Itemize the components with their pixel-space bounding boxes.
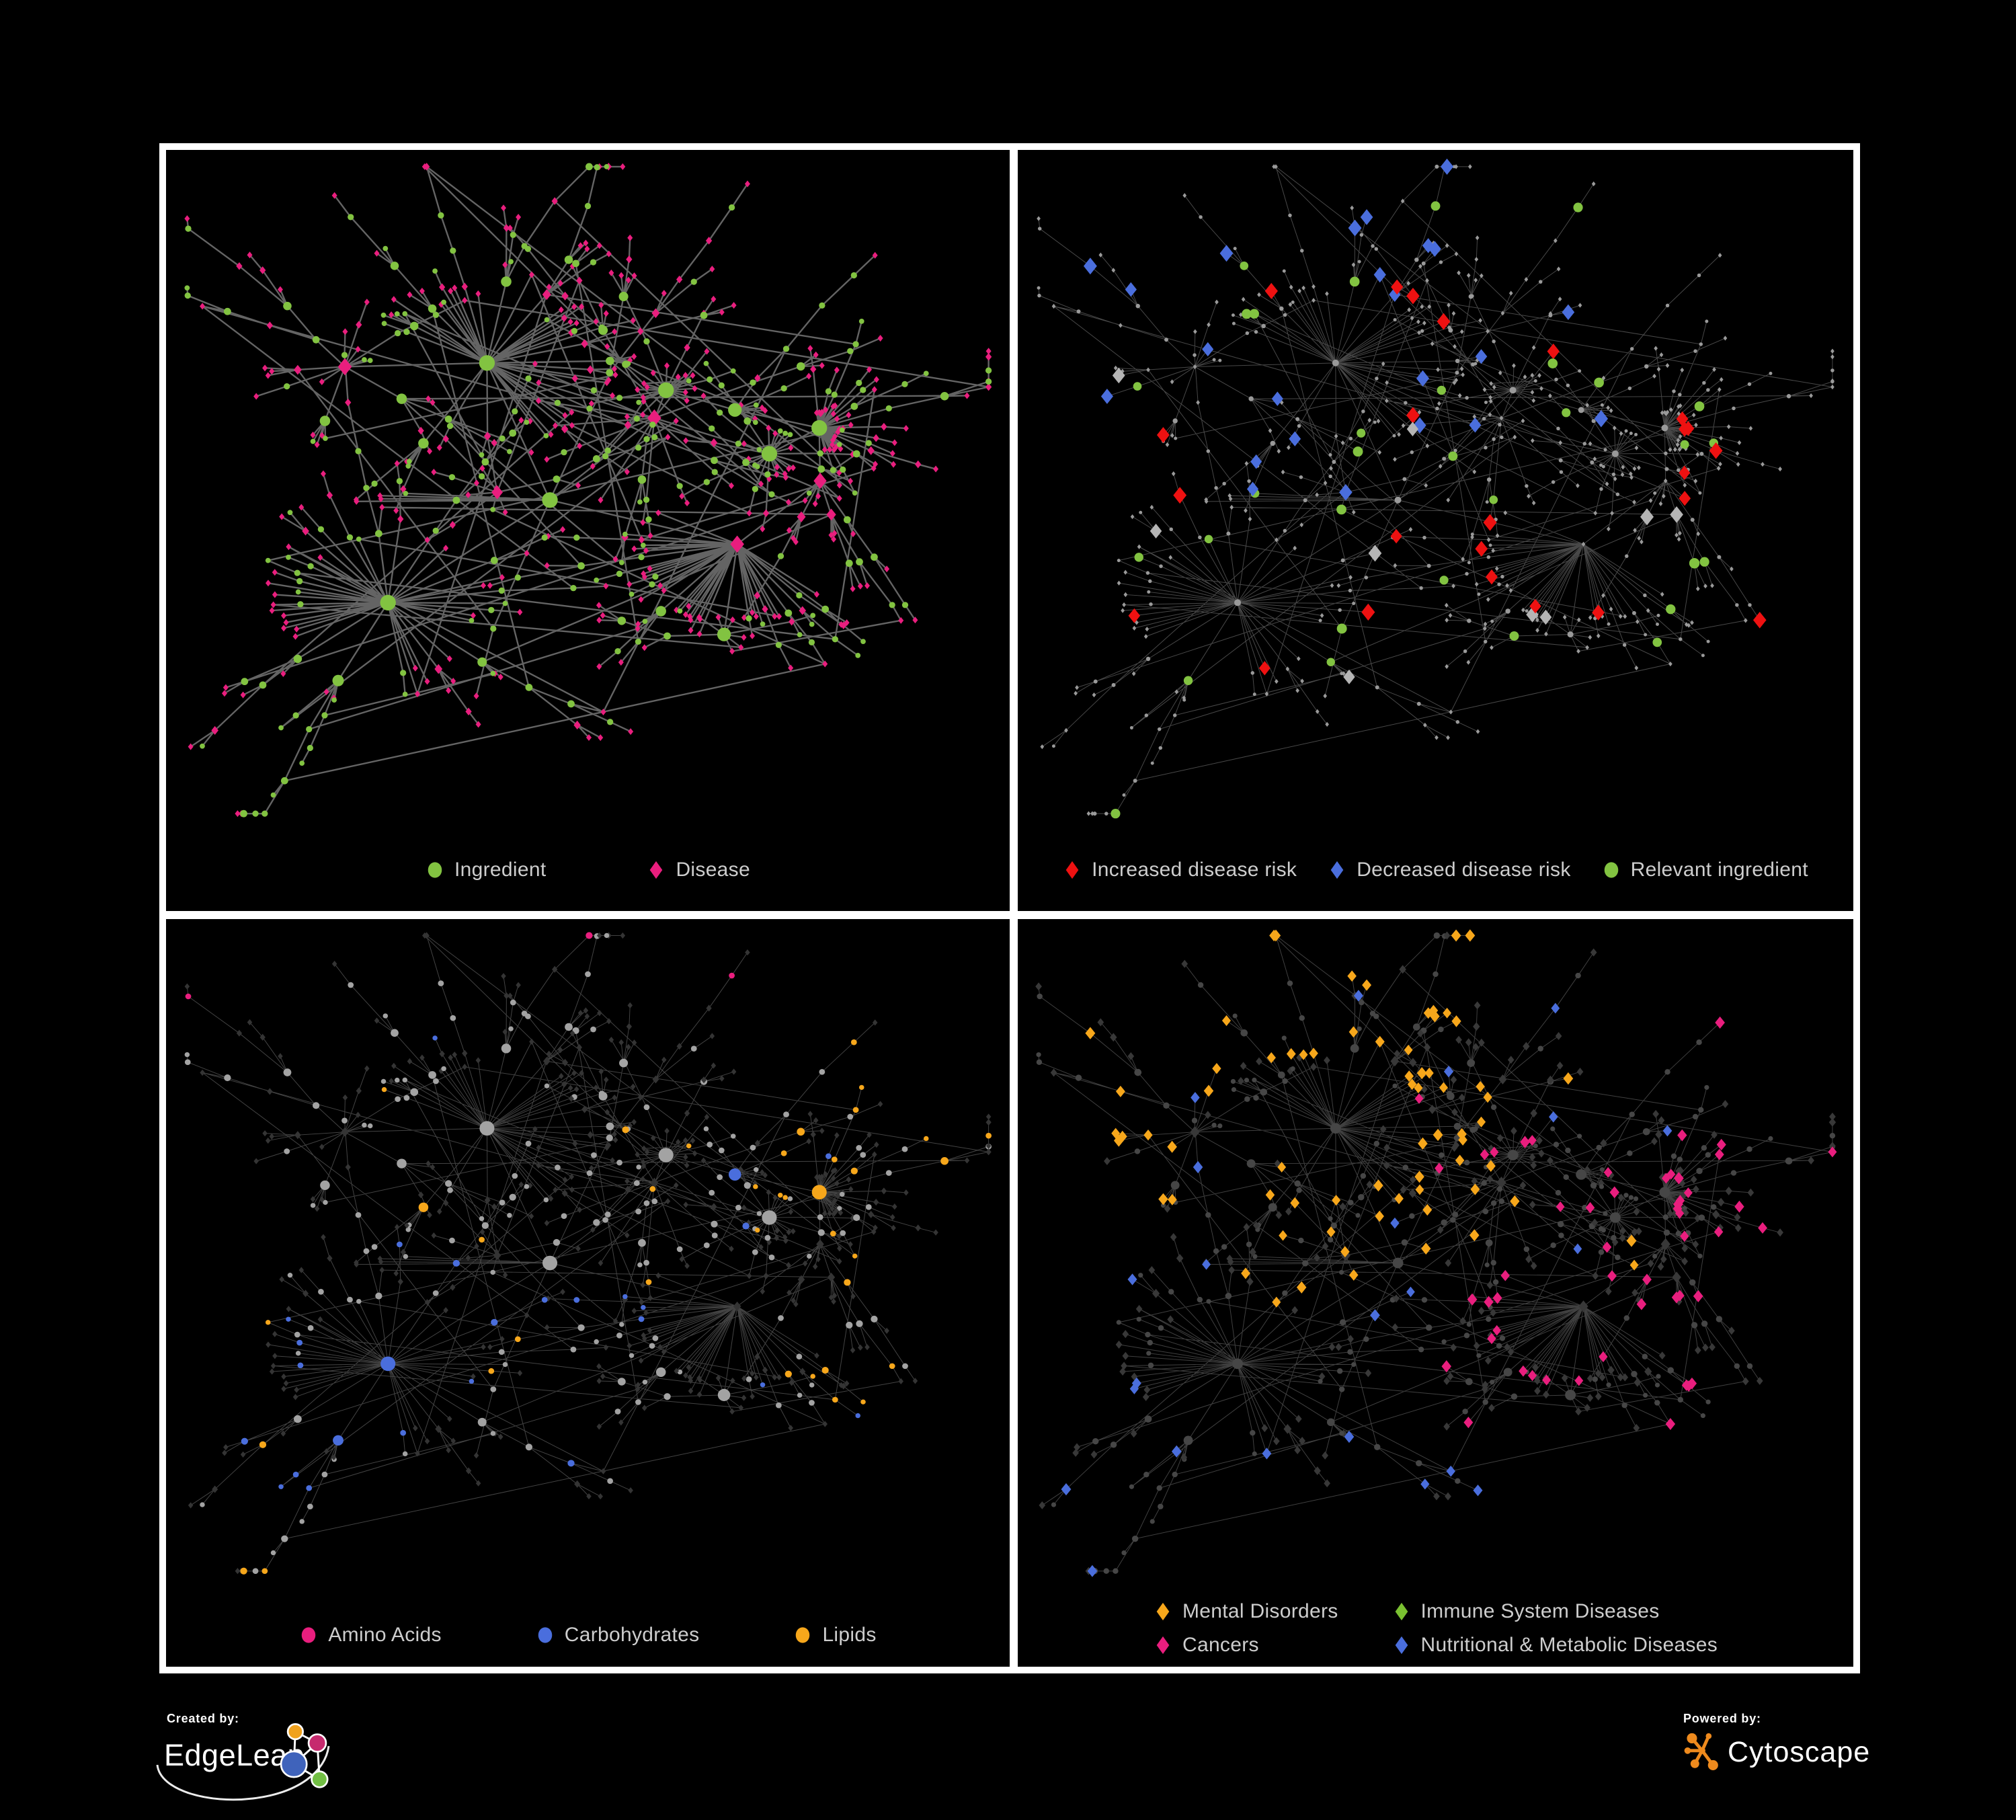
legend-label: Disease [676, 859, 750, 881]
diamond-legend-icon [1154, 1634, 1172, 1656]
cytoscape-credit: Powered by: Cytoscape [1683, 1712, 1898, 1792]
circle-legend-icon [793, 1624, 812, 1646]
legend-item-ingredient: Ingredient [426, 859, 546, 881]
network-graph-ingredient-disease [184, 163, 992, 818]
panel-disease-classes: Mental Disorders Immune System Diseases Ca… [1018, 919, 1853, 1667]
circle-legend-icon [426, 859, 444, 881]
legend-label: Carbohydrates [564, 1624, 700, 1646]
circle-legend-icon [1602, 859, 1621, 881]
legend-label: Ingredient [454, 859, 547, 881]
legend-item-disease: Disease [647, 859, 750, 881]
legend-label: Immune System Diseases [1420, 1600, 1660, 1622]
legend-label: Amino Acids [328, 1624, 442, 1646]
circle-legend-icon [536, 1624, 555, 1646]
powered-by-label: Powered by: [1683, 1712, 1761, 1725]
legend-item-mental-disorders: Mental Disorders [1154, 1600, 1338, 1623]
legend-item-carbohydrates: Carbohydrates [536, 1624, 700, 1647]
legend-item-cancers: Cancers [1154, 1634, 1338, 1657]
legend-item-increased-disease-risk: Increased disease risk [1063, 859, 1297, 881]
panel-ingredient-disease: Ingredient Disease [166, 150, 1010, 911]
diamond-legend-icon [1392, 1601, 1411, 1622]
diamond-legend-icon [1154, 1601, 1172, 1622]
panel-disease-risk: Increased disease risk Decreased disease … [1018, 150, 1853, 911]
edgeleap-network-icon [280, 1723, 329, 1788]
network-graph-disease-risk [1037, 158, 1834, 819]
legend-item-lipids: Lipids [793, 1624, 876, 1647]
legend-item-relevant-ingredient: Relevant ingredient [1602, 859, 1808, 881]
legend-item-immune-system-diseases: Immune System Diseases [1392, 1600, 1718, 1623]
legend-label: Lipids [822, 1624, 877, 1646]
diamond-legend-icon [1392, 1634, 1411, 1656]
legend-disease-classes: Mental Disorders Immune System Diseases Ca… [1018, 1600, 1853, 1657]
legend-disease-risk: Increased disease risk Decreased disease … [1018, 859, 1853, 881]
legend-label: Decreased disease risk [1357, 859, 1571, 881]
cytoscape-network-icon [1684, 1733, 1718, 1770]
edgeleap-credit: Created by: EdgeLeap [156, 1712, 532, 1818]
edgeleap-logo: EdgeLeap [156, 1723, 532, 1808]
cytoscape-logo: Cytoscape [1683, 1731, 1898, 1773]
panel-frame: Ingredient Disease Increased disease risk… [159, 143, 1860, 1673]
diamond-legend-icon [647, 859, 666, 881]
created-by-label: Created by: [167, 1712, 239, 1725]
legend-nutrient-classes: Amino Acids Carbohydrates Lipids [166, 1624, 1010, 1647]
legend-item-amino-acids: Amino Acids [299, 1624, 441, 1647]
network-graph-disease-classes [1035, 929, 1837, 1577]
legend-item-nutritional-metabolic-diseases: Nutritional & Metabolic Diseases [1392, 1634, 1718, 1657]
diamond-legend-icon [1063, 859, 1082, 881]
legend-label: Nutritional & Metabolic Diseases [1420, 1634, 1718, 1656]
legend-label: Mental Disorders [1182, 1600, 1338, 1622]
legend-label: Relevant ingredient [1630, 859, 1808, 881]
legend-ingredient-disease: Ingredient Disease [166, 859, 1010, 881]
legend-label: Increased disease risk [1092, 859, 1297, 881]
legend-label: Cancers [1182, 1634, 1259, 1656]
cytoscape-brand-text: Cytoscape [1728, 1735, 1871, 1768]
panel-nutrient-classes: Amino Acids Carbohydrates Lipids [166, 919, 1010, 1667]
legend-item-decreased-disease-risk: Decreased disease risk [1328, 859, 1570, 881]
network-graph-nutrient-classes [184, 932, 992, 1575]
diamond-legend-icon [1328, 859, 1346, 881]
circle-legend-icon [299, 1624, 318, 1646]
